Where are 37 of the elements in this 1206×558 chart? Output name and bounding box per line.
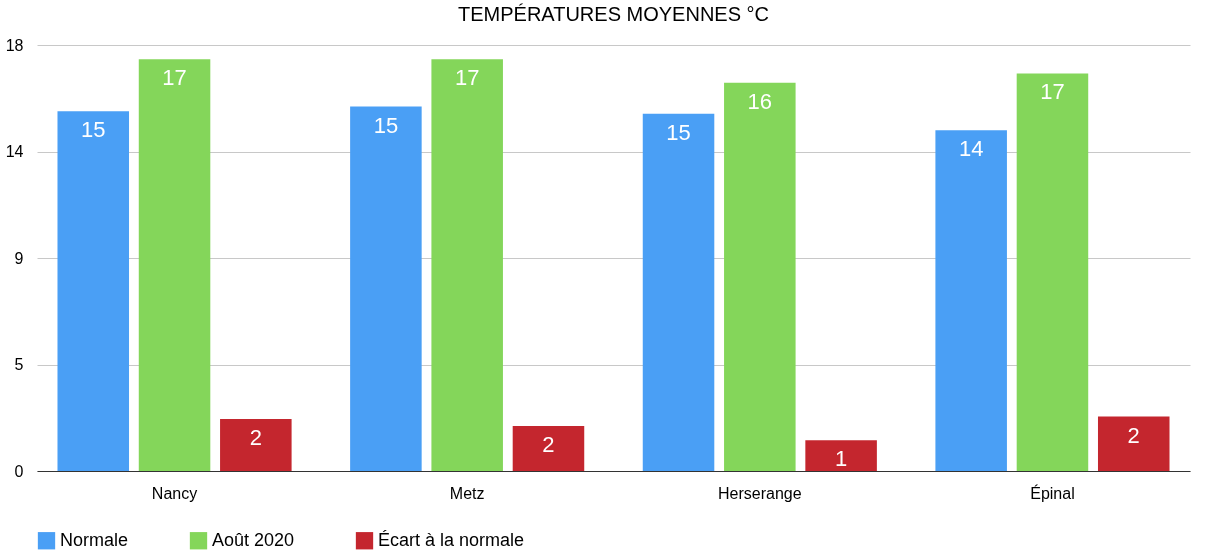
bar bbox=[724, 82, 796, 471]
data-label: 15 bbox=[666, 119, 691, 145]
data-label: 15 bbox=[81, 117, 106, 143]
y-tick-label: 9 bbox=[14, 249, 24, 267]
data-label: 17 bbox=[1040, 79, 1065, 105]
data-label: 2 bbox=[1127, 422, 1140, 448]
y-tick-label: 18 bbox=[5, 36, 24, 54]
data-label: 2 bbox=[249, 424, 262, 450]
bar bbox=[1016, 73, 1089, 471]
bar bbox=[1097, 416, 1170, 471]
bar bbox=[220, 418, 292, 471]
bar bbox=[350, 106, 422, 471]
data-label: 17 bbox=[162, 65, 187, 91]
bar bbox=[805, 440, 877, 471]
legend-label: Normale bbox=[60, 529, 129, 550]
x-tick-label: Épinal bbox=[1030, 483, 1075, 502]
legend-label: Août 2020 bbox=[212, 529, 295, 550]
bar bbox=[431, 59, 503, 471]
data-label: 14 bbox=[958, 136, 984, 162]
y-tick-label: 0 bbox=[14, 462, 24, 480]
data-label: 15 bbox=[373, 112, 399, 138]
bar bbox=[512, 426, 585, 471]
y-tick-label: 5 bbox=[14, 356, 24, 373]
x-tick-label: Herserange bbox=[718, 484, 802, 502]
bar bbox=[57, 111, 130, 471]
data-label: 1 bbox=[834, 446, 848, 472]
bar bbox=[138, 59, 211, 471]
data-label: 2 bbox=[542, 432, 555, 458]
x-tick-label: Metz bbox=[449, 484, 485, 502]
x-tick-label: Nancy bbox=[151, 484, 198, 502]
chart-title: TEMPÉRATURES MOYENNES °C bbox=[458, 3, 769, 25]
data-label: 17 bbox=[454, 65, 480, 91]
y-tick-label: 14 bbox=[5, 143, 24, 160]
bar bbox=[935, 130, 1007, 471]
bar bbox=[642, 113, 715, 471]
legend-label: Écart à la normale bbox=[378, 529, 525, 550]
data-label: 16 bbox=[747, 88, 773, 114]
